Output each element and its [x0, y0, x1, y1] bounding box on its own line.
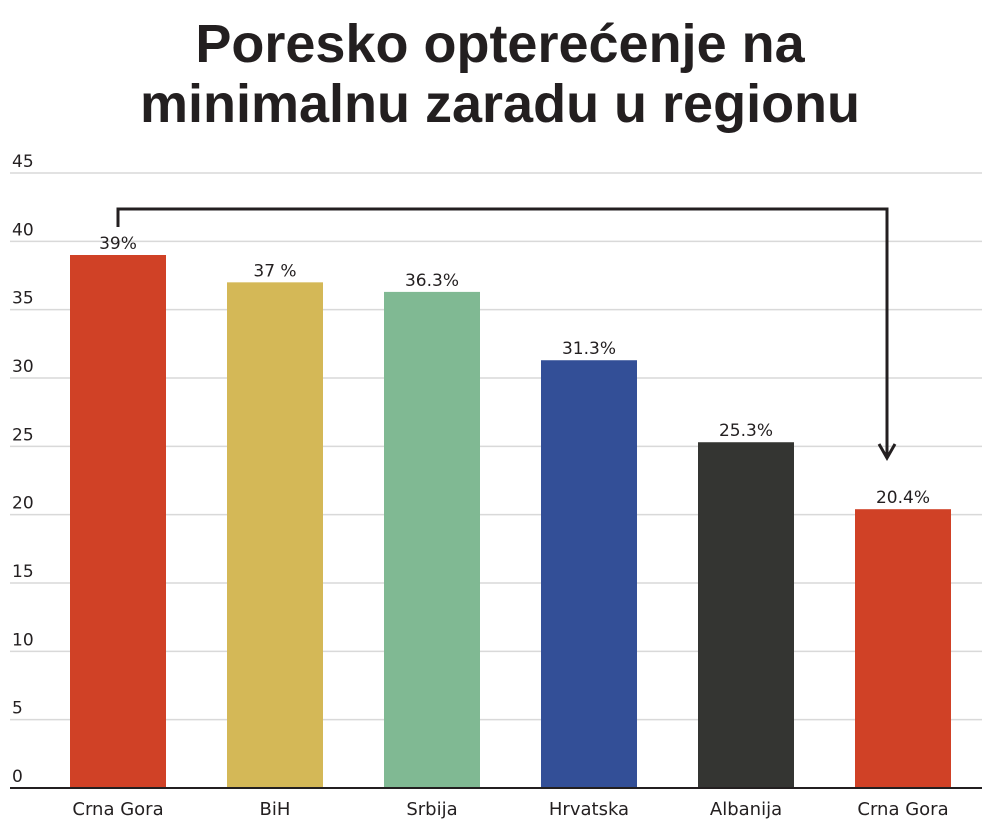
y-tick-label: 15 [12, 562, 34, 582]
arrow-line [116, 207, 889, 458]
y-tick-label: 35 [12, 289, 34, 309]
x-axis-category-labels: Crna Gora BiH Srbija Hrvatska Albanija Crna G… [72, 799, 948, 820]
y-tick-label: 0 [12, 767, 23, 787]
bar-5 [698, 442, 794, 788]
category-label: Crna Gora [72, 799, 163, 820]
data-label: 25.3% [719, 421, 773, 441]
bar-1 [70, 255, 166, 788]
category-label: BiH [260, 799, 291, 820]
category-label: Crna Gora [857, 799, 948, 820]
data-label: 37 % [253, 261, 296, 281]
bar-3 [384, 291, 480, 788]
data-label: 36.3% [405, 271, 459, 291]
category-label: Albanija [710, 799, 782, 820]
category-label: Srbija [406, 799, 457, 820]
comparison-arrow [116, 207, 897, 462]
arrow-head [877, 443, 897, 462]
data-labels: 39% 37 % 36.3% 31.3% 25.3% 20.4% [99, 234, 930, 508]
bar-2 [227, 282, 323, 788]
y-tick-label: 5 [12, 699, 23, 719]
chart-title: Poresko opterećenje na minimalnu zaradu … [0, 14, 1000, 134]
y-tick-label: 25 [12, 425, 34, 445]
data-label: 31.3% [562, 339, 616, 359]
y-tick-label: 20 [12, 494, 34, 514]
bar-4 [541, 360, 637, 788]
chart-title-line-1: Poresko opterećenje na [195, 14, 805, 74]
y-tick-label: 10 [12, 630, 34, 650]
data-label: 20.4% [876, 488, 930, 508]
bars [70, 255, 951, 788]
y-tick-label: 45 [12, 152, 34, 172]
y-tick-label: 30 [12, 357, 34, 377]
data-label: 39% [99, 234, 137, 254]
bar-6 [855, 509, 951, 788]
category-label: Hrvatska [549, 799, 629, 820]
y-tick-label: 40 [12, 220, 34, 240]
gridlines [10, 172, 982, 721]
chart-title-line-2: minimalnu zaradu u regionu [139, 74, 861, 134]
y-axis-tick-labels: 0 5 10 15 20 25 30 35 40 45 [12, 152, 34, 787]
